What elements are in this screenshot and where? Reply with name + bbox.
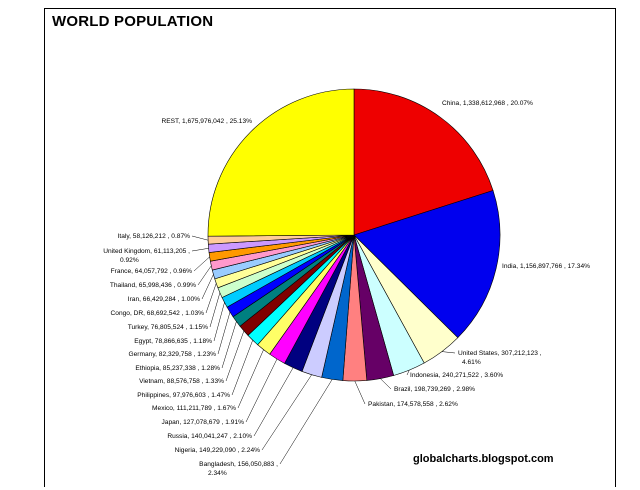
leader-line-united-kingdom: [191, 248, 209, 252]
slice-label-china: China, 1,338,612,968 , 20.07%: [442, 100, 533, 107]
slice-label-italy: Italy, 58,126,212 , 0.87%: [118, 233, 191, 240]
leader-line-pakistan: [354, 380, 366, 405]
pie-slice-india: [353, 190, 501, 339]
watermark: globalcharts.blogspot.com: [413, 453, 554, 465]
slice-label-philippines: Philippines, 97,976,603 , 1.47%: [137, 392, 230, 399]
leader-line-germany: [217, 311, 231, 355]
pie-slice-rest: [207, 88, 355, 237]
leader-line-ethiopia: [221, 321, 237, 369]
slice-label-france: France, 64,057,792 , 0.96%: [111, 268, 193, 275]
leader-line-brazil: [380, 378, 392, 390]
slice-label-bangladesh: Bangladesh, 156,050,883 , 2.34%: [199, 461, 278, 477]
leader-line-bangladesh: [279, 379, 333, 465]
leader-line-philippines: [231, 340, 253, 396]
slice-label-mexico: Mexico, 111,211,789 , 1.67%: [152, 405, 236, 412]
leader-line-congo-dr: [205, 283, 217, 314]
slice-label-germany: Germany, 82,329,758 , 1.23%: [129, 351, 217, 358]
slice-label-india: India, 1,156,897,766 , 17.34%: [502, 263, 590, 270]
slice-label-ethiopia: Ethiopia, 85,237,338 , 1.28%: [135, 365, 220, 372]
pie-slice-china: [353, 88, 494, 236]
slice-label-brazil: Brazil, 198,739,269 , 2.98%: [394, 386, 475, 393]
leader-line-turkey: [209, 292, 221, 328]
slice-label-rest: REST, 1,675,976,042 , 25.13%: [161, 118, 252, 125]
leader-line-vietnam: [225, 330, 245, 382]
slice-label-united-kingdom: United Kingdom, 61,113,205 , 0.92%: [103, 248, 190, 264]
slice-label-thailand: Thailand, 65,998,436 , 0.99%: [110, 282, 196, 289]
leader-line-italy: [191, 235, 209, 241]
leader-line-france: [193, 256, 210, 272]
leader-line-egypt: [213, 302, 225, 342]
leader-line-indonesia: [406, 369, 410, 376]
leader-line-mexico: [237, 349, 264, 409]
slice-label-united-states: United States, 307,212,123 , 4.61%: [458, 350, 542, 366]
leader-line-nigeria: [261, 374, 312, 451]
slice-label-nigeria: Nigeria, 149,229,090 , 2.24%: [175, 447, 261, 454]
slice-label-vietnam: Vietnam, 88,576,758 , 1.33%: [139, 378, 224, 385]
chart-title: WORLD POPULATION: [52, 13, 214, 30]
slice-label-congo-dr: Congo, DR, 68,692,542 , 1.03%: [111, 310, 205, 317]
slice-label-turkey: Turkey, 76,805,524 , 1.15%: [128, 324, 208, 331]
leader-line-iran: [201, 274, 214, 300]
leader-line-united-states: [441, 351, 456, 354]
leader-line-thailand: [197, 265, 212, 286]
leader-line-japan: [245, 358, 278, 423]
slice-label-indonesia: Indonesia, 240,271,522 , 3.60%: [410, 372, 503, 379]
slice-label-iran: Iran, 66,429,284 , 1.00%: [128, 296, 200, 303]
slice-label-pakistan: Pakistan, 174,578,558 , 2.62%: [368, 401, 458, 408]
leader-line-russia: [253, 367, 294, 437]
slice-label-egypt: Egypt, 78,866,635 , 1.18%: [134, 338, 212, 345]
slice-label-japan: Japan, 127,078,679 , 1.91%: [162, 419, 245, 426]
slice-label-russia: Russia, 140,041,247 , 2.10%: [167, 433, 252, 440]
